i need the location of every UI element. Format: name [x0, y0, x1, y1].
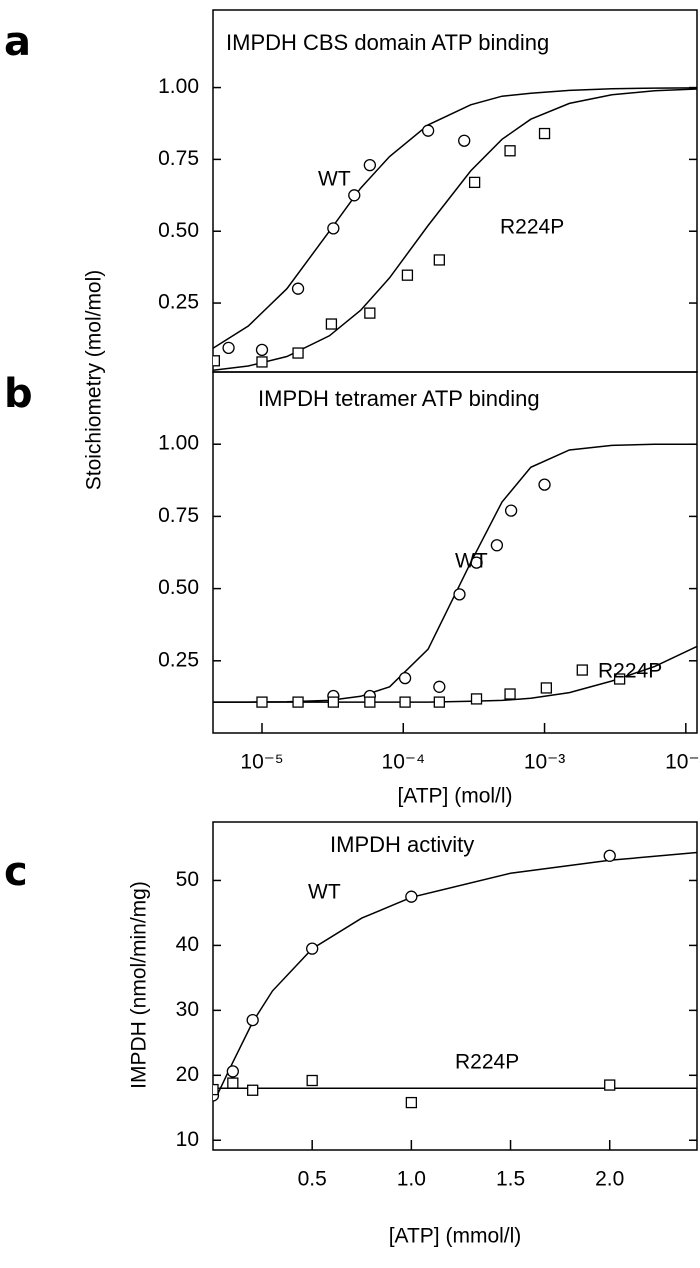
data-point	[213, 355, 220, 367]
data-point	[256, 696, 268, 708]
y-tick-label: 50	[176, 868, 199, 891]
plot-frame	[212, 821, 698, 1151]
y-tick-label: 0.50	[158, 219, 199, 242]
data-point	[504, 504, 518, 517]
data-point	[256, 356, 268, 368]
data-point	[470, 556, 483, 569]
x-tick-label: 10⁻²	[665, 751, 700, 774]
panel-title: IMPDH CBS domain ATP binding	[226, 30, 549, 55]
y-axis-label: Stoichiometry (mol/mol)	[83, 270, 106, 491]
data-point	[405, 1096, 418, 1109]
data-point	[306, 942, 319, 955]
data-point	[247, 1084, 259, 1096]
series-label: WT	[308, 881, 341, 904]
series-label: WT	[318, 168, 351, 191]
data-point	[363, 158, 376, 172]
series-label: R224P	[598, 660, 662, 683]
y-tick-label: 20	[176, 1063, 199, 1086]
data-point	[327, 696, 340, 708]
series-label: WT	[455, 550, 488, 573]
data-point	[538, 127, 551, 140]
x-tick-label: 1.0	[397, 1168, 426, 1191]
data-point	[401, 269, 414, 281]
data-point	[613, 673, 626, 685]
data-point	[291, 282, 305, 295]
fit-curve	[213, 88, 697, 372]
x-axis-label: [ATP] (mol/l)	[397, 785, 512, 808]
data-point	[364, 307, 376, 319]
data-point	[540, 682, 553, 694]
panel-label: a	[4, 19, 31, 65]
data-point	[421, 124, 435, 137]
data-point	[213, 1083, 219, 1096]
y-tick-label: 40	[176, 933, 199, 956]
data-point	[255, 343, 269, 357]
data-point	[504, 145, 516, 157]
data-point	[603, 849, 616, 862]
y-tick-label: 30	[176, 998, 199, 1021]
x-tick-label: 0.5	[298, 1168, 327, 1191]
data-point	[292, 347, 304, 359]
y-tick-label: 0.50	[158, 576, 199, 599]
plot-frame	[212, 371, 698, 734]
data-point	[399, 696, 411, 708]
x-tick-label: 2.0	[595, 1168, 624, 1191]
series-label: R224P	[455, 1051, 519, 1074]
data-point	[453, 588, 466, 601]
fit-curve	[216, 851, 697, 1096]
y-tick-label: 1.00	[158, 432, 199, 455]
x-tick-label: 1.5	[496, 1168, 525, 1191]
x-tick-label: 10⁻³	[524, 751, 565, 774]
plot-area	[213, 443, 697, 708]
data-point	[227, 1077, 239, 1089]
data-point	[226, 1065, 239, 1078]
data-point	[327, 222, 340, 235]
x-tick-label: 10⁻⁵	[240, 751, 283, 774]
plot-area	[213, 87, 697, 372]
data-point	[364, 696, 376, 708]
panel-title: IMPDH activity	[330, 832, 474, 857]
plot-area	[213, 849, 697, 1109]
data-point	[348, 189, 361, 202]
y-tick-label: 0.25	[158, 291, 199, 314]
data-point	[433, 254, 445, 266]
data-point	[576, 664, 588, 676]
y-tick-label: 1.00	[158, 75, 199, 98]
data-point	[538, 478, 551, 491]
x-tick-label: 10⁻⁴	[382, 751, 425, 774]
data-point	[222, 341, 235, 355]
series-label: R224P	[500, 216, 564, 239]
data-point	[504, 688, 516, 700]
data-point	[398, 671, 412, 685]
panel-label: c	[4, 849, 28, 895]
y-tick-label: 0.25	[158, 648, 199, 671]
panel-title: IMPDH tetramer ATP binding	[258, 386, 540, 411]
data-point	[292, 696, 304, 708]
data-point	[490, 539, 504, 552]
y-tick-label: 0.75	[158, 504, 199, 527]
data-point	[306, 1074, 318, 1087]
data-point	[468, 176, 481, 189]
panel-label: b	[4, 371, 33, 417]
y-axis-label: IMPDH (nmol/min/mg)	[128, 881, 151, 1089]
data-point	[470, 693, 483, 705]
data-point	[325, 318, 338, 330]
data-point	[458, 134, 471, 147]
data-point	[405, 890, 418, 903]
data-point	[604, 1079, 616, 1091]
x-axis-label: [ATP] (mmol/l)	[389, 1225, 522, 1248]
fit-curve	[213, 87, 697, 349]
data-point	[433, 696, 445, 708]
y-tick-label: 0.75	[158, 147, 199, 170]
data-point	[246, 1013, 259, 1027]
y-tick-label: 10	[176, 1128, 199, 1151]
data-point	[433, 680, 446, 693]
